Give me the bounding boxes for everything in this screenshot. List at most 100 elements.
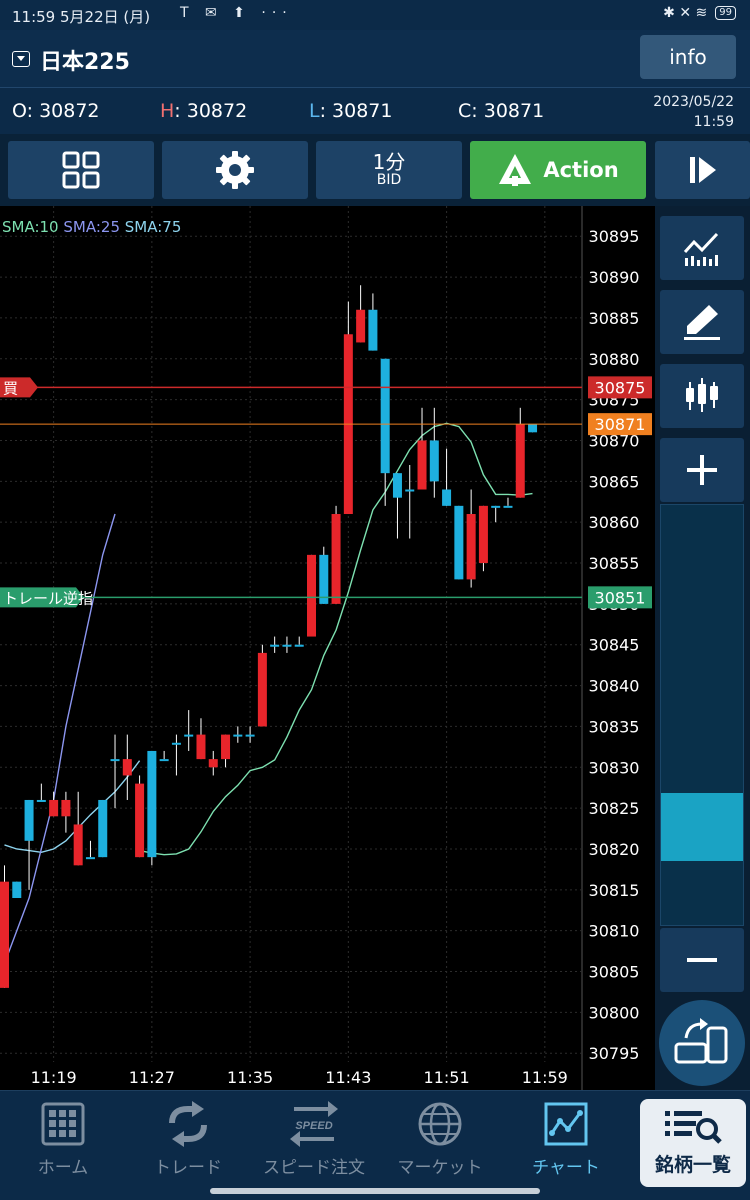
- current-price-tag-label: 30871: [595, 415, 646, 434]
- candle-up: [245, 734, 255, 737]
- quote-time: 11:59: [693, 114, 734, 130]
- status-right-icons: ✱ ✕ ≋ 99: [663, 5, 736, 21]
- candle-up: [380, 358, 390, 474]
- candle-down: [135, 783, 145, 858]
- nav-home[interactable]: ホーム: [3, 1099, 123, 1178]
- sma25-label: SMA:25: [63, 218, 120, 236]
- rotate-screen-icon: [674, 1018, 728, 1064]
- zoom-slider[interactable]: [660, 504, 744, 926]
- symbol-list-button[interactable]: 銘柄一覧: [640, 1099, 746, 1187]
- buy-price-tag: [588, 376, 652, 399]
- price-tick-label: 30895: [589, 227, 640, 246]
- candlestick-chart[interactable]: 30895 30890 30885 30880 30875 30870 30865 30860…: [0, 206, 655, 1090]
- candle-down: [257, 652, 267, 727]
- high-quote: H: 30872: [160, 100, 248, 122]
- price-tick-label: 30860: [589, 513, 640, 532]
- candle-down: [49, 799, 59, 817]
- candle-down: [73, 824, 83, 866]
- chart-area[interactable]: SMA:10 SMA:25 SMA:75 30895 30890 30885 3088…: [0, 206, 655, 1090]
- time-tick-label: 11:19: [31, 1068, 77, 1087]
- ohlc-bar: O: 30872 H: 30872 L: 30871 C: 30871 2023…: [0, 88, 750, 134]
- buy-price-tag-label: 30875: [595, 378, 646, 397]
- close-label: C: [458, 100, 472, 122]
- quote-date: 2023/05/22: [653, 94, 734, 110]
- plus-icon: [687, 455, 717, 485]
- rotate-screen-button[interactable]: [659, 1000, 745, 1086]
- nav-chart-label: チャート: [532, 1158, 600, 1178]
- battery-icon: 99: [715, 6, 736, 20]
- price-tick-label: 30805: [589, 963, 640, 982]
- candle-up: [503, 505, 513, 508]
- zoom-in-button[interactable]: [660, 438, 744, 502]
- candle-down: [515, 424, 525, 498]
- open-quote: O: 30872: [12, 100, 100, 122]
- trail-stop-line-tag: [0, 587, 84, 608]
- nav-speed-order[interactable]: SPEED スピード注文: [254, 1099, 374, 1178]
- symbol-name[interactable]: 日本225: [40, 50, 130, 75]
- price-tick-label: 30845: [589, 636, 640, 655]
- indicator-button[interactable]: [660, 216, 744, 280]
- price-tick-label: 30865: [589, 472, 640, 491]
- candle-up: [12, 881, 22, 899]
- time-tick-label: 11:51: [424, 1068, 470, 1087]
- candle-up: [429, 440, 439, 482]
- bottom-navigation: ホーム トレード SPEED スピード注文: [0, 1090, 750, 1200]
- system-status-bar: 11:59 5月22日 (月) T ✉ ⬆ ··· ✱ ✕ ≋ 99: [0, 0, 750, 30]
- candle-up: [368, 309, 378, 351]
- candle-down: [221, 734, 231, 760]
- price-tick-label: 30825: [589, 799, 640, 818]
- nav-trade[interactable]: トレード: [128, 1099, 248, 1178]
- chart-type-button[interactable]: [660, 364, 744, 428]
- period-button[interactable]: 1分 BID: [316, 141, 462, 199]
- low-label: L: [309, 100, 320, 122]
- globe-icon: [418, 1102, 462, 1146]
- buy-line-tag: [0, 377, 38, 398]
- candle-up: [442, 489, 452, 506]
- high-label: H: [160, 100, 175, 122]
- candle-up: [392, 473, 402, 498]
- zoom-slider-fill[interactable]: [661, 793, 743, 861]
- status-time: 11:59 5月22日 (月): [12, 8, 151, 26]
- nav-chart[interactable]: チャート: [506, 1099, 626, 1178]
- symbol-dropdown-icon[interactable]: [12, 51, 30, 67]
- chart-tab-icon: [544, 1102, 588, 1146]
- time-tick-label: 11:35: [227, 1068, 273, 1087]
- candle-down: [331, 514, 341, 604]
- candle-up: [171, 742, 181, 745]
- info-button[interactable]: info: [640, 35, 736, 79]
- draw-button[interactable]: [660, 290, 744, 354]
- nav-trade-label: トレード: [154, 1158, 222, 1178]
- price-tick-label: 30800: [589, 1003, 640, 1022]
- symbol-list-label: 銘柄一覧: [654, 1154, 731, 1176]
- open-label: O: [12, 100, 27, 122]
- nav-market[interactable]: マーケット: [380, 1099, 500, 1178]
- price-tick-label: 30835: [589, 717, 640, 736]
- quote-datetime: 2023/05/22 11:59: [653, 92, 734, 132]
- trail-stop-price-tag: [588, 586, 652, 609]
- gear-icon: [216, 151, 254, 189]
- price-type-label: BID: [376, 172, 402, 189]
- current-price-tag: [588, 413, 652, 436]
- candle-up: [528, 424, 538, 433]
- high-value: 30872: [186, 100, 248, 122]
- trade-cycle-icon: [169, 1101, 207, 1147]
- buy-line-tag-label: 買: [3, 379, 18, 397]
- symbol-header: 日本225 info: [0, 30, 750, 88]
- price-tick-label: 30810: [589, 922, 640, 941]
- candle-up: [147, 750, 157, 858]
- sma10-line: [139, 422, 533, 856]
- settings-button[interactable]: [162, 141, 308, 199]
- zoom-out-button[interactable]: [660, 928, 744, 992]
- play-button[interactable]: [655, 141, 750, 199]
- action-button[interactable]: Action: [470, 141, 646, 199]
- trail-stop-price-tag-label: 30851: [595, 588, 646, 607]
- time-tick-label: 11:27: [129, 1068, 175, 1087]
- gesture-home-indicator[interactable]: [210, 1188, 540, 1194]
- close-quote: C: 30871: [458, 100, 545, 122]
- chart-side-panel: [655, 206, 750, 1090]
- layout-button[interactable]: [8, 141, 154, 199]
- status-system-icons: ✱ ✕ ≋: [663, 5, 708, 21]
- time-tick-label: 11:43: [325, 1068, 371, 1087]
- candle-up: [491, 505, 501, 508]
- candle-down: [196, 734, 206, 760]
